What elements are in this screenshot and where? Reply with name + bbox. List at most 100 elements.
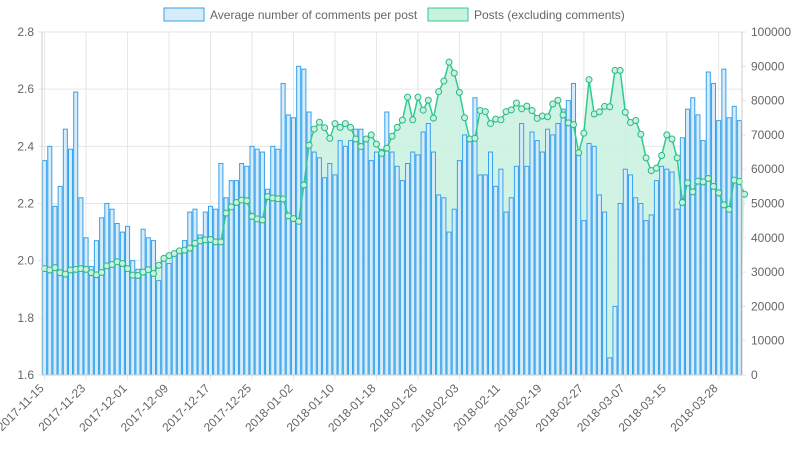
comments-bar — [478, 175, 482, 375]
comments-bar — [488, 152, 492, 375]
posts-point — [679, 199, 685, 205]
comments-bar — [421, 132, 425, 375]
posts-point — [301, 182, 307, 188]
legend-item-comments[interactable]: Average number of comments per post — [164, 8, 418, 22]
comments-bar — [323, 178, 327, 375]
posts-point — [280, 196, 286, 202]
posts-point — [513, 100, 519, 106]
comments-bar — [660, 166, 664, 375]
posts-point — [545, 114, 551, 120]
y-left-tick-label: 1.8 — [17, 311, 34, 325]
y-right-tick-label: 60000 — [751, 162, 785, 176]
comments-bar — [146, 238, 150, 375]
posts-point — [394, 124, 400, 130]
posts-point — [622, 109, 628, 115]
comments-bar — [400, 181, 404, 375]
comments-bar — [556, 123, 560, 375]
posts-point — [218, 239, 224, 245]
comments-bar — [333, 175, 337, 375]
posts-point — [311, 126, 317, 132]
chart-legend: Average number of comments per post Post… — [164, 8, 625, 22]
comments-bar — [84, 238, 88, 375]
comments-bar — [592, 146, 596, 375]
posts-point — [373, 141, 379, 147]
comments-bar — [286, 115, 290, 375]
posts-point — [420, 107, 426, 113]
comments-bar — [525, 166, 529, 375]
comments-bar — [530, 132, 534, 375]
comments-bar — [172, 255, 176, 375]
posts-point — [451, 70, 457, 76]
comments-bar — [317, 158, 321, 375]
comments-bar — [701, 141, 705, 375]
comments-bar — [255, 149, 259, 375]
comments-bar — [406, 163, 410, 375]
posts-point — [705, 175, 711, 181]
posts-point — [669, 136, 675, 142]
comments-bar — [587, 143, 591, 375]
comments-bar — [58, 186, 62, 375]
comments-bar — [447, 232, 451, 375]
posts-point — [368, 132, 374, 138]
y-right-tick-label: 0 — [751, 368, 758, 382]
comments-bar — [266, 189, 270, 375]
posts-point — [125, 266, 131, 272]
comments-bar — [483, 175, 487, 375]
comments-bar — [680, 138, 684, 375]
comments-bar — [711, 83, 715, 375]
posts-point — [570, 122, 576, 128]
posts-point — [156, 262, 162, 268]
y-left-tick-label: 2.0 — [17, 254, 34, 268]
comments-bar — [208, 206, 212, 375]
comments-bar — [177, 249, 181, 375]
comments-bar — [686, 109, 690, 375]
posts-point — [150, 270, 156, 276]
comments-bar — [302, 69, 306, 375]
comments-bar — [374, 152, 378, 375]
comments-bar — [53, 206, 57, 375]
comments-bar — [654, 181, 658, 375]
comments-bar — [68, 149, 72, 375]
posts-point — [555, 97, 561, 103]
posts-point — [659, 152, 665, 158]
posts-point — [498, 117, 504, 123]
posts-point — [322, 125, 328, 131]
legend-item-posts[interactable]: Posts (excluding comments) — [428, 8, 625, 22]
comments-bar — [623, 169, 627, 375]
comments-bar — [457, 161, 461, 375]
posts-point — [524, 103, 530, 109]
posts-point — [726, 206, 732, 212]
comments-bar — [494, 186, 498, 375]
comments-bar — [504, 212, 508, 375]
posts-point — [446, 59, 452, 65]
comments-bar — [312, 152, 316, 375]
posts-point — [99, 269, 105, 275]
comments-bar — [291, 118, 295, 375]
y-right-tick-label: 30000 — [751, 265, 785, 279]
comments-bar — [675, 209, 679, 375]
comments-bar — [240, 163, 244, 375]
posts-point — [410, 117, 416, 123]
posts-point — [472, 135, 478, 141]
x-tick-label: 2018-03-28 — [667, 381, 721, 435]
comments-bar — [162, 261, 166, 375]
x-axis: 2017-11-152017-11-232017-12-012017-12-09… — [0, 375, 742, 435]
posts-point — [488, 121, 494, 127]
comments-bar — [395, 166, 399, 375]
comments-bar — [380, 149, 384, 375]
posts-point — [508, 107, 514, 113]
posts-point — [638, 131, 644, 137]
comments-bar — [167, 264, 171, 375]
comments-bar — [157, 281, 161, 375]
posts-point — [550, 101, 556, 107]
comments-bar — [151, 241, 155, 375]
posts-point — [462, 115, 468, 121]
posts-point — [327, 135, 333, 141]
posts-point — [415, 94, 421, 100]
y-left-tick-label: 1.6 — [17, 368, 34, 382]
posts-point — [187, 245, 193, 251]
comments-bar — [89, 266, 93, 375]
comments-bar — [188, 212, 192, 375]
posts-point — [405, 94, 411, 100]
